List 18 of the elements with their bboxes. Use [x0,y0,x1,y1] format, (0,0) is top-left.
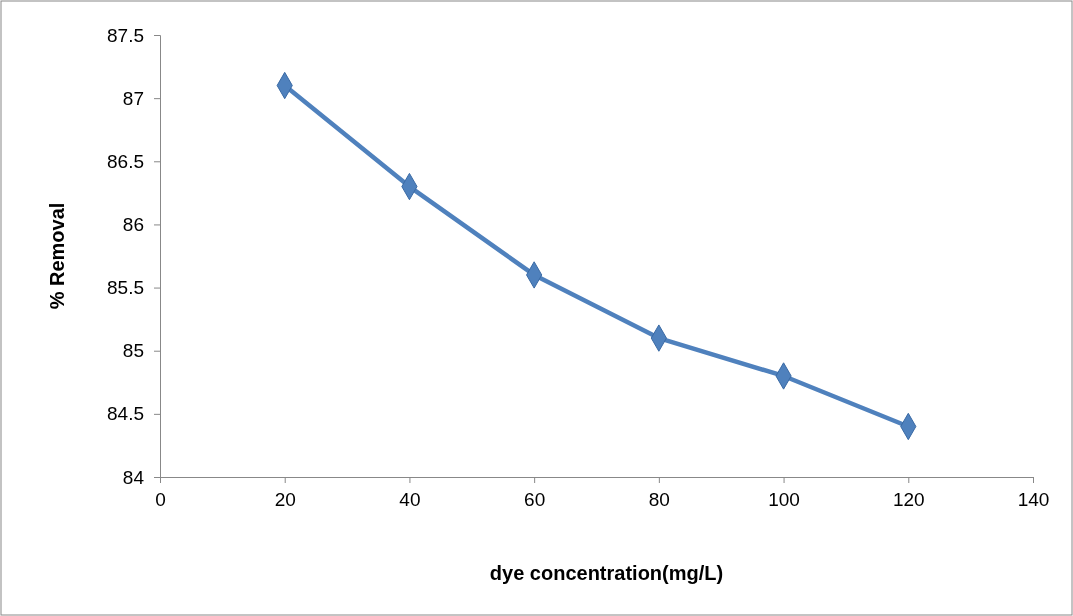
x-tick-label: 120 [892,489,925,511]
y-tick-label: 87 [122,87,144,109]
x-tick-label: 80 [648,489,670,511]
y-tick-label: 86.5 [107,150,144,172]
x-tick-label: 40 [399,489,421,511]
x-tick-label: 140 [1017,489,1050,511]
y-axis-title: % Removal [46,202,68,310]
y-tick-label: 84.5 [107,403,144,425]
x-tick-label: 20 [274,489,296,511]
y-tick-label: 85.5 [107,277,144,299]
y-tick-label: 87.5 [107,24,144,46]
y-tick-label: 85 [122,340,144,362]
x-tick-label: 60 [524,489,546,511]
y-tick-label: 84 [122,466,145,488]
y-tick-label: 86 [122,214,144,236]
x-tick-label: 100 [768,489,800,511]
x-axis-title: dye concentration(mg/L) [489,562,724,584]
x-tick-label: 0 [155,489,166,511]
